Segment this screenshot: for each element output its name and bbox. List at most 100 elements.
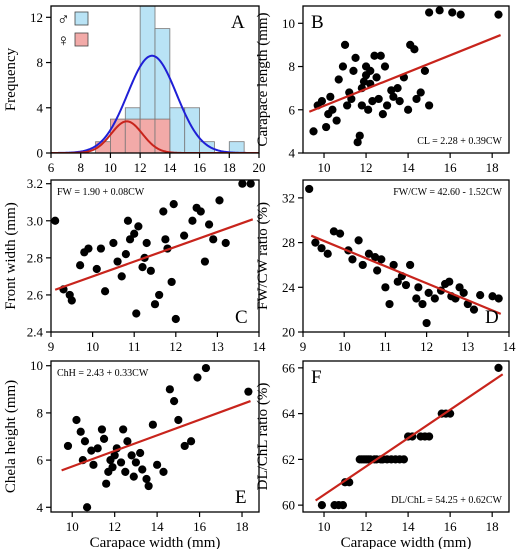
x-tick-label: 18 <box>223 160 236 175</box>
x-tick-label: 14 <box>151 519 165 534</box>
data-point <box>180 231 189 240</box>
plot-frame <box>50 5 260 154</box>
data-point <box>364 105 373 114</box>
data-point <box>51 216 60 225</box>
y-tick-label: 2.4 <box>27 325 44 340</box>
x-tick-label: 14 <box>503 339 517 354</box>
y-tick-label: 6 <box>37 453 44 468</box>
y-axis-title: Frequency <box>3 47 19 111</box>
data-point <box>89 460 98 469</box>
y-tick-label: 12 <box>30 10 43 25</box>
data-point <box>167 277 176 287</box>
data-point <box>92 264 101 274</box>
data-point <box>401 280 411 290</box>
data-point <box>340 40 350 50</box>
x-axis-title: Carapace width (mm) <box>341 535 472 549</box>
x-tick-label: 13 <box>211 339 224 354</box>
data-point <box>376 51 385 60</box>
x-tick-label: 16 <box>193 519 207 534</box>
panel-a: ♂ ♀ A 6 8 10 12 14 16 18 20 0 4 8 12 Frequency <box>3 5 266 175</box>
data-point <box>93 444 102 453</box>
data-point <box>373 266 382 275</box>
data-point <box>63 441 73 451</box>
plot-area <box>51 6 259 153</box>
x-tick-label: 9 <box>48 339 55 354</box>
data-point <box>110 451 119 460</box>
data-point <box>82 503 92 512</box>
data-point <box>459 288 468 297</box>
data-point <box>371 253 380 262</box>
plot-area <box>61 363 253 512</box>
data-point <box>209 235 218 244</box>
plot-area <box>314 363 504 510</box>
plot-frame <box>302 360 510 513</box>
y-tick-label: 62 <box>282 452 295 467</box>
regression-equation: ChH = 2.43 + 0.33CW <box>57 368 149 379</box>
male-bar <box>169 107 186 153</box>
y-tick-label: 60 <box>282 498 295 513</box>
data-point <box>416 88 425 97</box>
data-point <box>329 227 338 236</box>
panel-d: FW/CW = 42.60 - 1.52CW D 9 10 11 12 13 14 20 24 28… <box>255 179 517 354</box>
data-point <box>142 474 151 484</box>
plot-frame <box>302 5 510 154</box>
data-point <box>338 501 348 510</box>
data-point <box>193 373 202 382</box>
data-point <box>399 455 408 464</box>
data-point <box>410 45 419 54</box>
data-point <box>488 292 497 301</box>
y-axis-title: Carapace length (mm) <box>255 12 271 146</box>
data-point <box>412 294 421 303</box>
data-point <box>406 260 415 270</box>
y-tick-label: 0 <box>37 146 44 161</box>
data-point <box>215 196 224 205</box>
data-point <box>395 97 404 106</box>
regression-line <box>310 234 502 315</box>
x-tick-label: 10 <box>338 339 351 354</box>
female-legend-swatch <box>74 32 89 47</box>
regression-equation: DL/ChL = 54.25 + 0.62CW <box>391 495 502 506</box>
data-point <box>322 122 331 132</box>
data-point <box>385 299 394 309</box>
data-point <box>351 53 360 62</box>
data-point <box>359 77 369 86</box>
data-point <box>445 277 454 286</box>
regression-line <box>61 400 251 472</box>
y-tick-label: 24 <box>282 280 296 295</box>
data-point <box>84 244 93 253</box>
data-point <box>72 415 81 425</box>
data-point <box>102 479 111 488</box>
x-tick-label: 9 <box>300 339 307 354</box>
y-tick-label: 28 <box>282 235 295 250</box>
data-point <box>435 6 444 15</box>
data-point <box>121 250 130 259</box>
data-point <box>317 501 327 510</box>
data-point <box>121 467 130 476</box>
data-point <box>425 101 434 110</box>
y-axis-title: Chela height (mm) <box>3 380 19 493</box>
y-tick-label: 64 <box>282 406 296 421</box>
data-point <box>368 97 377 106</box>
y-axis-title: FW/CW ratio (%) <box>255 202 271 310</box>
female-bar <box>110 118 126 153</box>
data-point <box>131 458 140 467</box>
x-tick-label: 10 <box>86 339 99 354</box>
data-point <box>374 94 383 104</box>
data-point <box>404 105 413 114</box>
data-point <box>96 244 106 253</box>
data-point <box>170 397 179 406</box>
data-point <box>204 220 214 229</box>
data-point <box>100 287 110 296</box>
data-point <box>311 238 320 247</box>
male-bar <box>228 141 245 153</box>
data-point <box>418 299 427 309</box>
data-point <box>326 92 335 101</box>
data-point <box>127 451 136 460</box>
panel-letter: A <box>231 12 245 33</box>
data-point <box>358 260 367 270</box>
data-point <box>389 92 398 101</box>
y-tick-label: 4 <box>289 146 296 161</box>
data-point <box>188 216 197 225</box>
data-point <box>119 425 128 434</box>
